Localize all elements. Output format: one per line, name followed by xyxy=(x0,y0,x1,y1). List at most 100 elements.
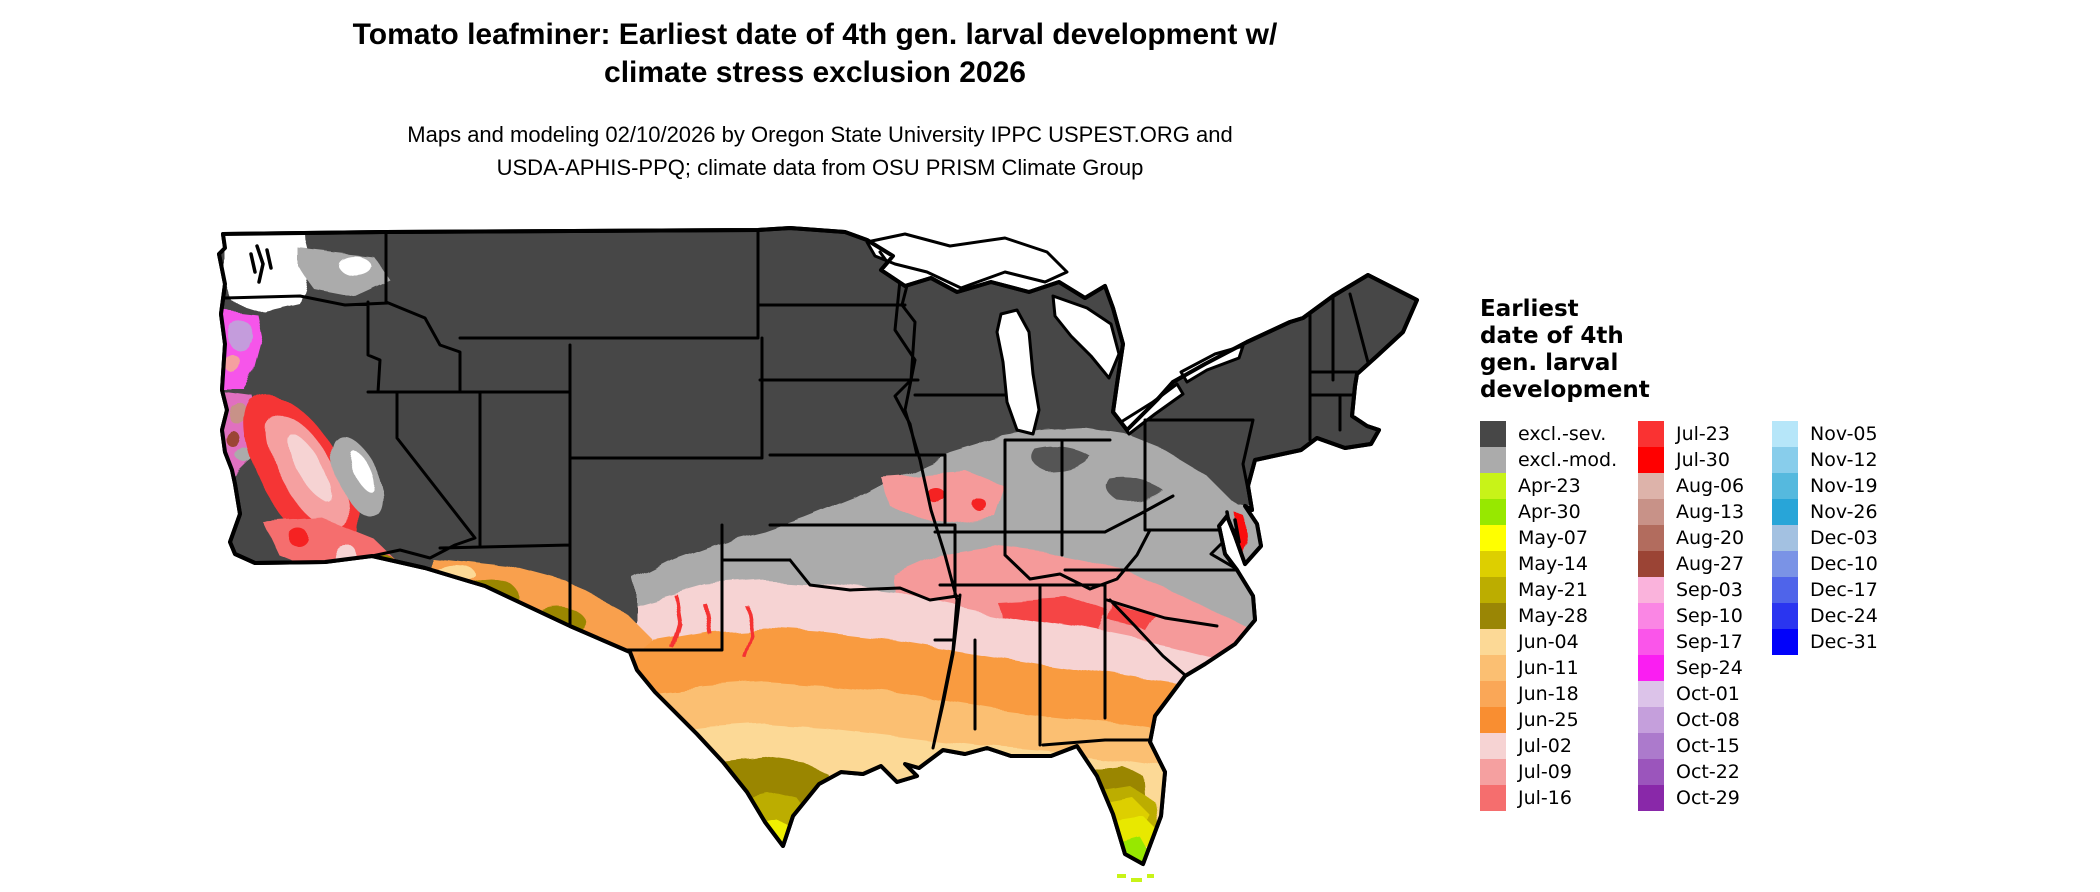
legend-item: Dec-03 xyxy=(1772,525,1878,551)
legend-item-label: excl.-mod. xyxy=(1518,449,1618,471)
map-subtitle: Maps and modeling 02/10/2026 by Oregon S… xyxy=(0,118,1640,184)
legend-swatch xyxy=(1772,551,1798,577)
legend-item: Dec-10 xyxy=(1772,551,1878,577)
legend-item-label: Oct-22 xyxy=(1676,761,1740,783)
legend-item: Oct-15 xyxy=(1638,733,1772,759)
legend-swatch xyxy=(1480,707,1506,733)
legend-item: excl.-mod. xyxy=(1480,447,1638,473)
legend-swatch xyxy=(1638,629,1664,655)
legend-swatch xyxy=(1772,525,1798,551)
legend-item-label: Jul-09 xyxy=(1518,761,1572,783)
legend-item-label: Dec-10 xyxy=(1810,553,1878,575)
map-title-line1: Tomato leafminer: Earliest date of 4th g… xyxy=(352,18,1278,51)
legend-item: May-28 xyxy=(1480,603,1638,629)
legend-columns: excl.-sev. excl.-mod. Apr-23 Apr-30 May-07 Ma… xyxy=(1480,421,1878,811)
legend-item: May-07 xyxy=(1480,525,1638,551)
legend-item-label: Aug-13 xyxy=(1676,501,1745,523)
legend-swatch xyxy=(1638,421,1664,447)
legend-title: Earliest date of 4th gen. larval develop… xyxy=(1480,296,1650,403)
legend-swatch xyxy=(1480,759,1506,785)
map-title-line2: climate stress exclusion 2026 xyxy=(604,56,1026,89)
legend-swatch xyxy=(1480,629,1506,655)
legend-item: excl.-sev. xyxy=(1480,421,1638,447)
legend-swatch xyxy=(1638,603,1664,629)
legend-item-label: May-14 xyxy=(1518,553,1588,575)
legend-item-label: Jun-11 xyxy=(1518,657,1579,679)
legend-item: Jul-30 xyxy=(1638,447,1772,473)
legend-swatch xyxy=(1480,785,1506,811)
legend-swatch xyxy=(1638,655,1664,681)
legend-item-label: Sep-17 xyxy=(1676,631,1743,653)
legend-item: Jul-09 xyxy=(1480,759,1638,785)
legend-swatch xyxy=(1772,577,1798,603)
legend-swatch xyxy=(1638,733,1664,759)
legend-item: Jul-16 xyxy=(1480,785,1638,811)
legend-item-label: Oct-29 xyxy=(1676,787,1740,809)
legend-item-label: Nov-19 xyxy=(1810,475,1878,497)
legend-swatch xyxy=(1638,525,1664,551)
legend-item-label: Apr-23 xyxy=(1518,475,1581,497)
legend-item-label: Jun-18 xyxy=(1518,683,1579,705)
legend-item: Oct-29 xyxy=(1638,785,1772,811)
legend-item: Sep-10 xyxy=(1638,603,1772,629)
legend-swatch xyxy=(1638,499,1664,525)
legend-column-1: excl.-sev. excl.-mod. Apr-23 Apr-30 May-07 Ma… xyxy=(1480,421,1638,811)
legend-item: Jun-11 xyxy=(1480,655,1638,681)
legend-item-label: May-07 xyxy=(1518,527,1588,549)
map-subtitle-line2: USDA-APHIS-PPQ; climate data from OSU PR… xyxy=(496,155,1144,180)
legend-swatch xyxy=(1638,551,1664,577)
legend-item-label: Nov-12 xyxy=(1810,449,1878,471)
legend-item: Oct-22 xyxy=(1638,759,1772,785)
legend-swatch xyxy=(1638,707,1664,733)
legend-swatch xyxy=(1772,499,1798,525)
legend-item: Nov-26 xyxy=(1772,499,1878,525)
legend-item-label: Jul-23 xyxy=(1676,423,1730,445)
legend-item-label: Apr-30 xyxy=(1518,501,1581,523)
legend-item-label: Sep-03 xyxy=(1676,579,1743,601)
legend: Earliest date of 4th gen. larval develop… xyxy=(1480,296,1650,404)
legend-item-label: Jul-30 xyxy=(1676,449,1730,471)
legend-item: Nov-12 xyxy=(1772,447,1878,473)
legend-item: Nov-19 xyxy=(1772,473,1878,499)
legend-item: Apr-23 xyxy=(1480,473,1638,499)
legend-item-label: Dec-17 xyxy=(1810,579,1878,601)
lake-michigan xyxy=(995,308,1041,436)
lake-huron xyxy=(1051,294,1121,380)
legend-swatch xyxy=(1480,499,1506,525)
legend-swatch xyxy=(1480,447,1506,473)
legend-item: Dec-24 xyxy=(1772,603,1878,629)
legend-swatch xyxy=(1772,603,1798,629)
legend-swatch xyxy=(1480,525,1506,551)
legend-swatch xyxy=(1638,785,1664,811)
legend-swatch xyxy=(1772,447,1798,473)
legend-swatch xyxy=(1638,577,1664,603)
legend-item: Sep-24 xyxy=(1638,655,1772,681)
legend-item: Sep-03 xyxy=(1638,577,1772,603)
legend-item-label: Dec-03 xyxy=(1810,527,1878,549)
legend-item-label: Sep-10 xyxy=(1676,605,1743,627)
legend-item: Oct-01 xyxy=(1638,681,1772,707)
legend-item-label: Nov-05 xyxy=(1810,423,1878,445)
legend-item: Aug-06 xyxy=(1638,473,1772,499)
legend-item: Jun-18 xyxy=(1480,681,1638,707)
legend-item-label: Jun-25 xyxy=(1518,709,1579,731)
legend-swatch xyxy=(1480,421,1506,447)
legend-swatch xyxy=(1772,629,1798,655)
legend-item-label: Oct-15 xyxy=(1676,735,1740,757)
legend-item: Aug-27 xyxy=(1638,551,1772,577)
legend-item: Jul-02 xyxy=(1480,733,1638,759)
legend-swatch xyxy=(1638,759,1664,785)
legend-item-label: Jul-16 xyxy=(1518,787,1572,809)
legend-item: Aug-20 xyxy=(1638,525,1772,551)
legend-column-2: Jul-23 Jul-30 Aug-06 Aug-13 Aug-20 Aug-27 Sep-… xyxy=(1638,421,1772,811)
legend-swatch xyxy=(1480,733,1506,759)
legend-item: Dec-17 xyxy=(1772,577,1878,603)
us-map-svg xyxy=(217,226,1419,882)
legend-swatch xyxy=(1638,681,1664,707)
lake-superior xyxy=(865,232,1069,290)
legend-swatch xyxy=(1772,421,1798,447)
legend-swatch xyxy=(1480,655,1506,681)
legend-item: Apr-30 xyxy=(1480,499,1638,525)
map-subtitle-line1: Maps and modeling 02/10/2026 by Oregon S… xyxy=(407,122,1233,147)
